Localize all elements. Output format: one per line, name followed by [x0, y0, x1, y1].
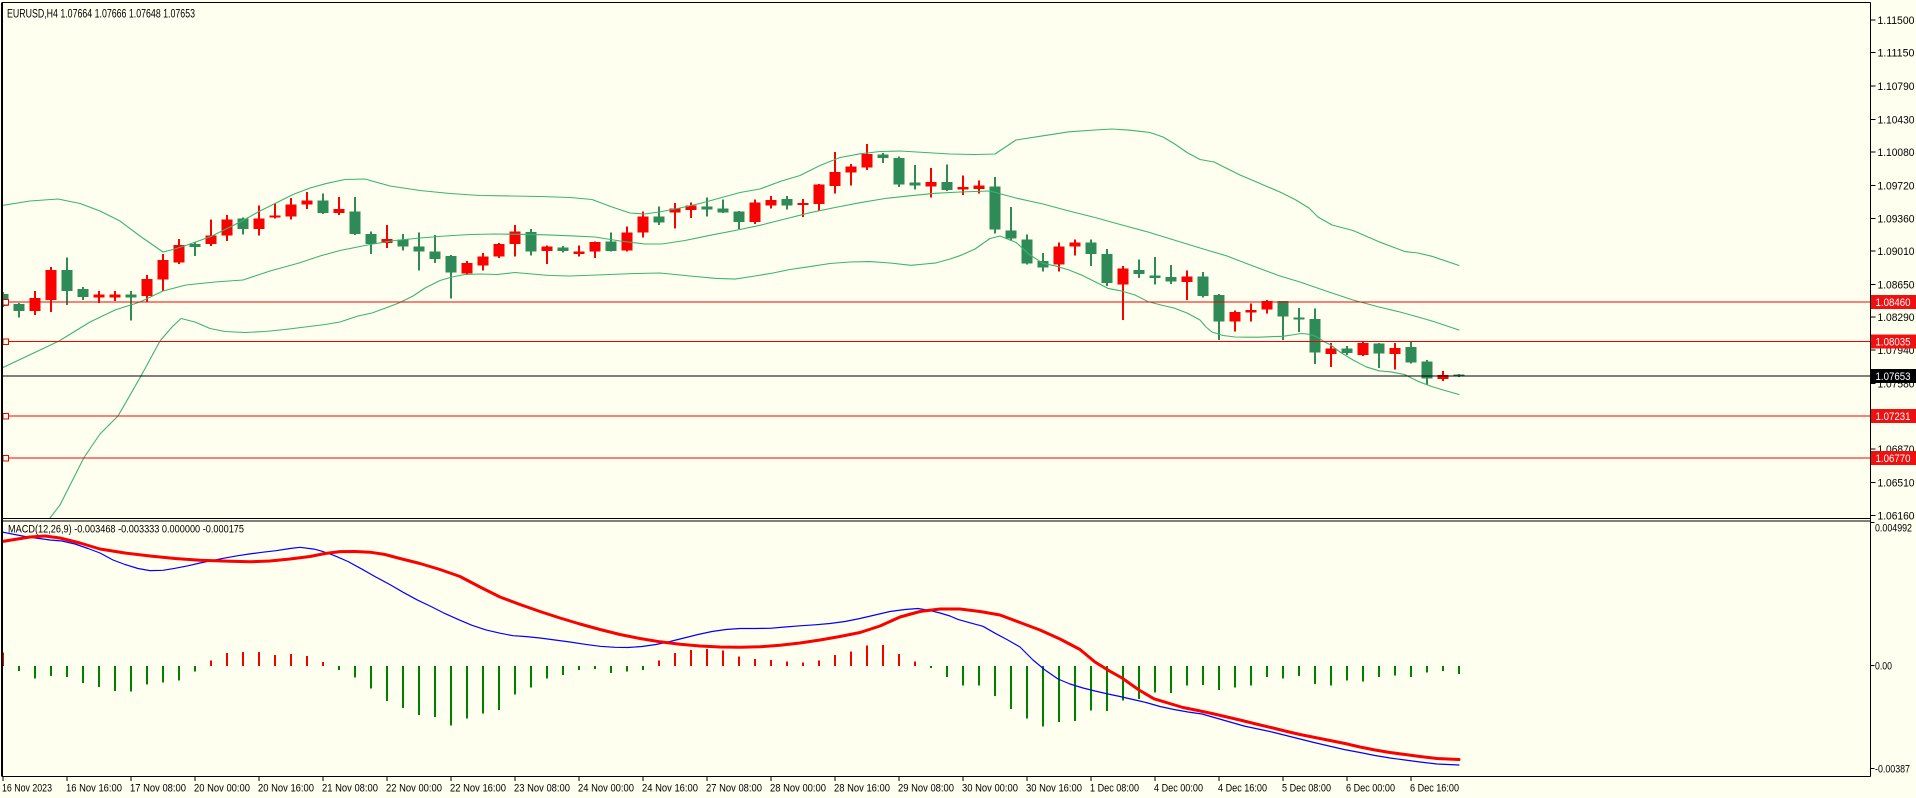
- svg-text:29 Nov 08:00: 29 Nov 08:00: [898, 783, 954, 795]
- svg-text:6 Dec 00:00: 6 Dec 00:00: [1346, 783, 1395, 795]
- svg-text:1.11150: 1.11150: [1878, 48, 1915, 60]
- svg-text:4 Dec 16:00: 4 Dec 16:00: [1218, 783, 1267, 795]
- svg-text:24 Nov 16:00: 24 Nov 16:00: [642, 783, 698, 795]
- svg-text:1.06770: 1.06770: [1876, 453, 1911, 465]
- svg-text:1 Dec 08:00: 1 Dec 08:00: [1090, 783, 1139, 795]
- svg-text:20 Nov 16:00: 20 Nov 16:00: [258, 783, 314, 795]
- svg-text:27 Nov 08:00: 27 Nov 08:00: [706, 783, 762, 795]
- svg-text:1.06160: 1.06160: [1878, 511, 1915, 523]
- svg-text:1.07231: 1.07231: [1876, 411, 1911, 423]
- svg-text:1.08650: 1.08650: [1878, 280, 1915, 292]
- svg-text:22 Nov 16:00: 22 Nov 16:00: [450, 783, 506, 795]
- svg-text:1.08290: 1.08290: [1878, 312, 1915, 324]
- svg-text:0.004992: 0.004992: [1875, 523, 1912, 535]
- svg-text:20 Nov 00:00: 20 Nov 00:00: [194, 783, 250, 795]
- svg-text:0.00: 0.00: [1875, 661, 1892, 673]
- svg-text:6 Dec 16:00: 6 Dec 16:00: [1410, 783, 1459, 795]
- svg-text:1.10080: 1.10080: [1878, 147, 1915, 159]
- svg-text:1.09360: 1.09360: [1878, 214, 1915, 226]
- svg-text:28 Nov 16:00: 28 Nov 16:00: [834, 783, 890, 795]
- svg-text:1.09720: 1.09720: [1878, 180, 1915, 192]
- svg-text:24 Nov 00:00: 24 Nov 00:00: [578, 783, 634, 795]
- svg-text:MACD(12,26,9) -0.003468 -0.003: MACD(12,26,9) -0.003468 -0.003333 0.0000…: [8, 524, 244, 536]
- svg-text:1.11500: 1.11500: [1878, 15, 1915, 27]
- svg-text:5 Dec 08:00: 5 Dec 08:00: [1282, 783, 1331, 795]
- svg-text:16 Nov 16:00: 16 Nov 16:00: [66, 783, 122, 795]
- svg-text:28 Nov 00:00: 28 Nov 00:00: [770, 783, 826, 795]
- svg-text:16 Nov 2023: 16 Nov 2023: [2, 783, 52, 795]
- svg-text:EURUSD,H4 1.07664 1.07666 1.0: EURUSD,H4 1.07664 1.07666 1.07648 1.0765…: [7, 7, 195, 21]
- svg-text:4 Dec 00:00: 4 Dec 00:00: [1154, 783, 1203, 795]
- svg-text:1.07653: 1.07653: [1876, 371, 1911, 383]
- svg-text:22 Nov 00:00: 22 Nov 00:00: [386, 783, 442, 795]
- svg-text:1.08460: 1.08460: [1876, 297, 1911, 309]
- svg-text:-0.00387: -0.00387: [1875, 764, 1910, 776]
- svg-text:1.10430: 1.10430: [1878, 114, 1915, 126]
- svg-text:30 Nov 16:00: 30 Nov 16:00: [1026, 783, 1082, 795]
- svg-text:1.09010: 1.09010: [1878, 246, 1915, 258]
- svg-text:30 Nov 00:00: 30 Nov 00:00: [962, 783, 1018, 795]
- svg-text:23 Nov 08:00: 23 Nov 08:00: [514, 783, 570, 795]
- svg-text:1.06510: 1.06510: [1878, 478, 1915, 490]
- svg-text:21 Nov 08:00: 21 Nov 08:00: [322, 783, 378, 795]
- svg-text:17 Nov 08:00: 17 Nov 08:00: [130, 783, 186, 795]
- svg-text:1.08035: 1.08035: [1876, 337, 1911, 349]
- svg-text:1.10790: 1.10790: [1878, 81, 1915, 93]
